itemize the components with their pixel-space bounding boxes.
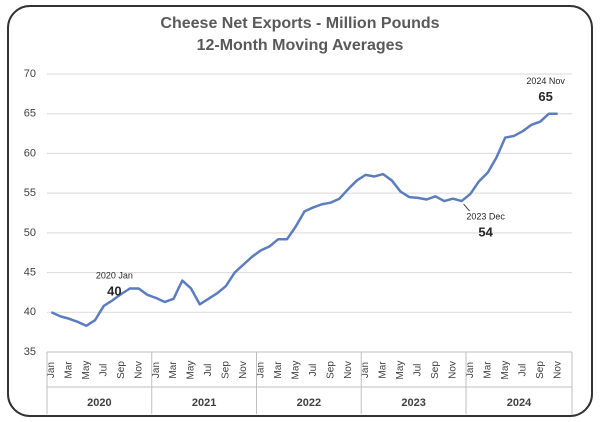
x-tick-label: May	[500, 361, 511, 380]
x-tick-label: Sep	[116, 361, 127, 379]
x-tick-label: Mar	[482, 361, 493, 379]
annotation-leader	[463, 203, 470, 212]
x-tick-label: Jan	[46, 362, 57, 378]
x-tick-label: Sep	[221, 361, 232, 379]
x-tick-label: Nov	[133, 361, 144, 379]
x-tick-label: Mar	[168, 361, 179, 379]
year-label: 2023	[401, 397, 425, 409]
chart-title: Cheese Net Exports - Million Pounds	[160, 15, 439, 32]
annotation-label: 2023 Dec	[466, 211, 505, 221]
y-tick-label: 35	[24, 346, 36, 358]
x-tick-label: Mar	[63, 361, 74, 379]
x-tick-label: Nov	[552, 361, 563, 379]
x-tick-label: Nov	[238, 361, 249, 379]
y-tick-label: 65	[24, 108, 36, 120]
y-tick-label: 70	[24, 68, 36, 80]
x-tick-label: Jul	[308, 364, 319, 377]
x-tick-label: Jul	[517, 364, 528, 377]
x-tick-label: May	[395, 361, 406, 380]
y-tick-label: 55	[24, 187, 36, 199]
chart-subtitle: 12-Month Moving Averages	[197, 37, 404, 54]
y-tick-label: 45	[24, 266, 36, 278]
y-tick-label: 50	[24, 227, 36, 239]
x-tick-label: Jul	[203, 364, 214, 377]
annotation-label: 2024 Nov	[526, 76, 565, 86]
x-tick-label: Jan	[465, 362, 476, 378]
data-label: 54	[478, 225, 493, 240]
data-label: 40	[107, 284, 121, 299]
x-tick-label: Mar	[378, 361, 389, 379]
annotation-label: 2020 Jan	[96, 271, 133, 281]
x-tick-label: May	[290, 361, 301, 380]
year-label: 2020	[87, 397, 111, 409]
chart-frame	[7, 5, 593, 417]
data-line	[50, 112, 558, 328]
year-label: 2022	[297, 397, 321, 409]
x-tick-label: Mar	[273, 361, 284, 379]
x-tick-label: Jul	[98, 364, 109, 377]
x-tick-label: May	[81, 361, 92, 380]
data-label: 65	[538, 89, 552, 104]
x-tick-label: Jan	[255, 362, 266, 378]
y-tick-label: 40	[24, 306, 36, 318]
x-tick-label: Sep	[325, 361, 336, 379]
x-tick-label: May	[186, 361, 197, 380]
x-tick-label: Nov	[343, 361, 354, 379]
x-tick-label: Sep	[430, 361, 441, 379]
x-tick-label: Jul	[413, 364, 424, 377]
year-label: 2024	[507, 397, 532, 409]
x-tick-label: Jan	[151, 362, 162, 378]
x-tick-label: Sep	[535, 361, 546, 379]
x-tick-label: Nov	[448, 361, 459, 379]
x-tick-label: Jan	[360, 362, 371, 378]
y-tick-label: 60	[24, 147, 36, 159]
year-label: 2021	[192, 397, 216, 409]
